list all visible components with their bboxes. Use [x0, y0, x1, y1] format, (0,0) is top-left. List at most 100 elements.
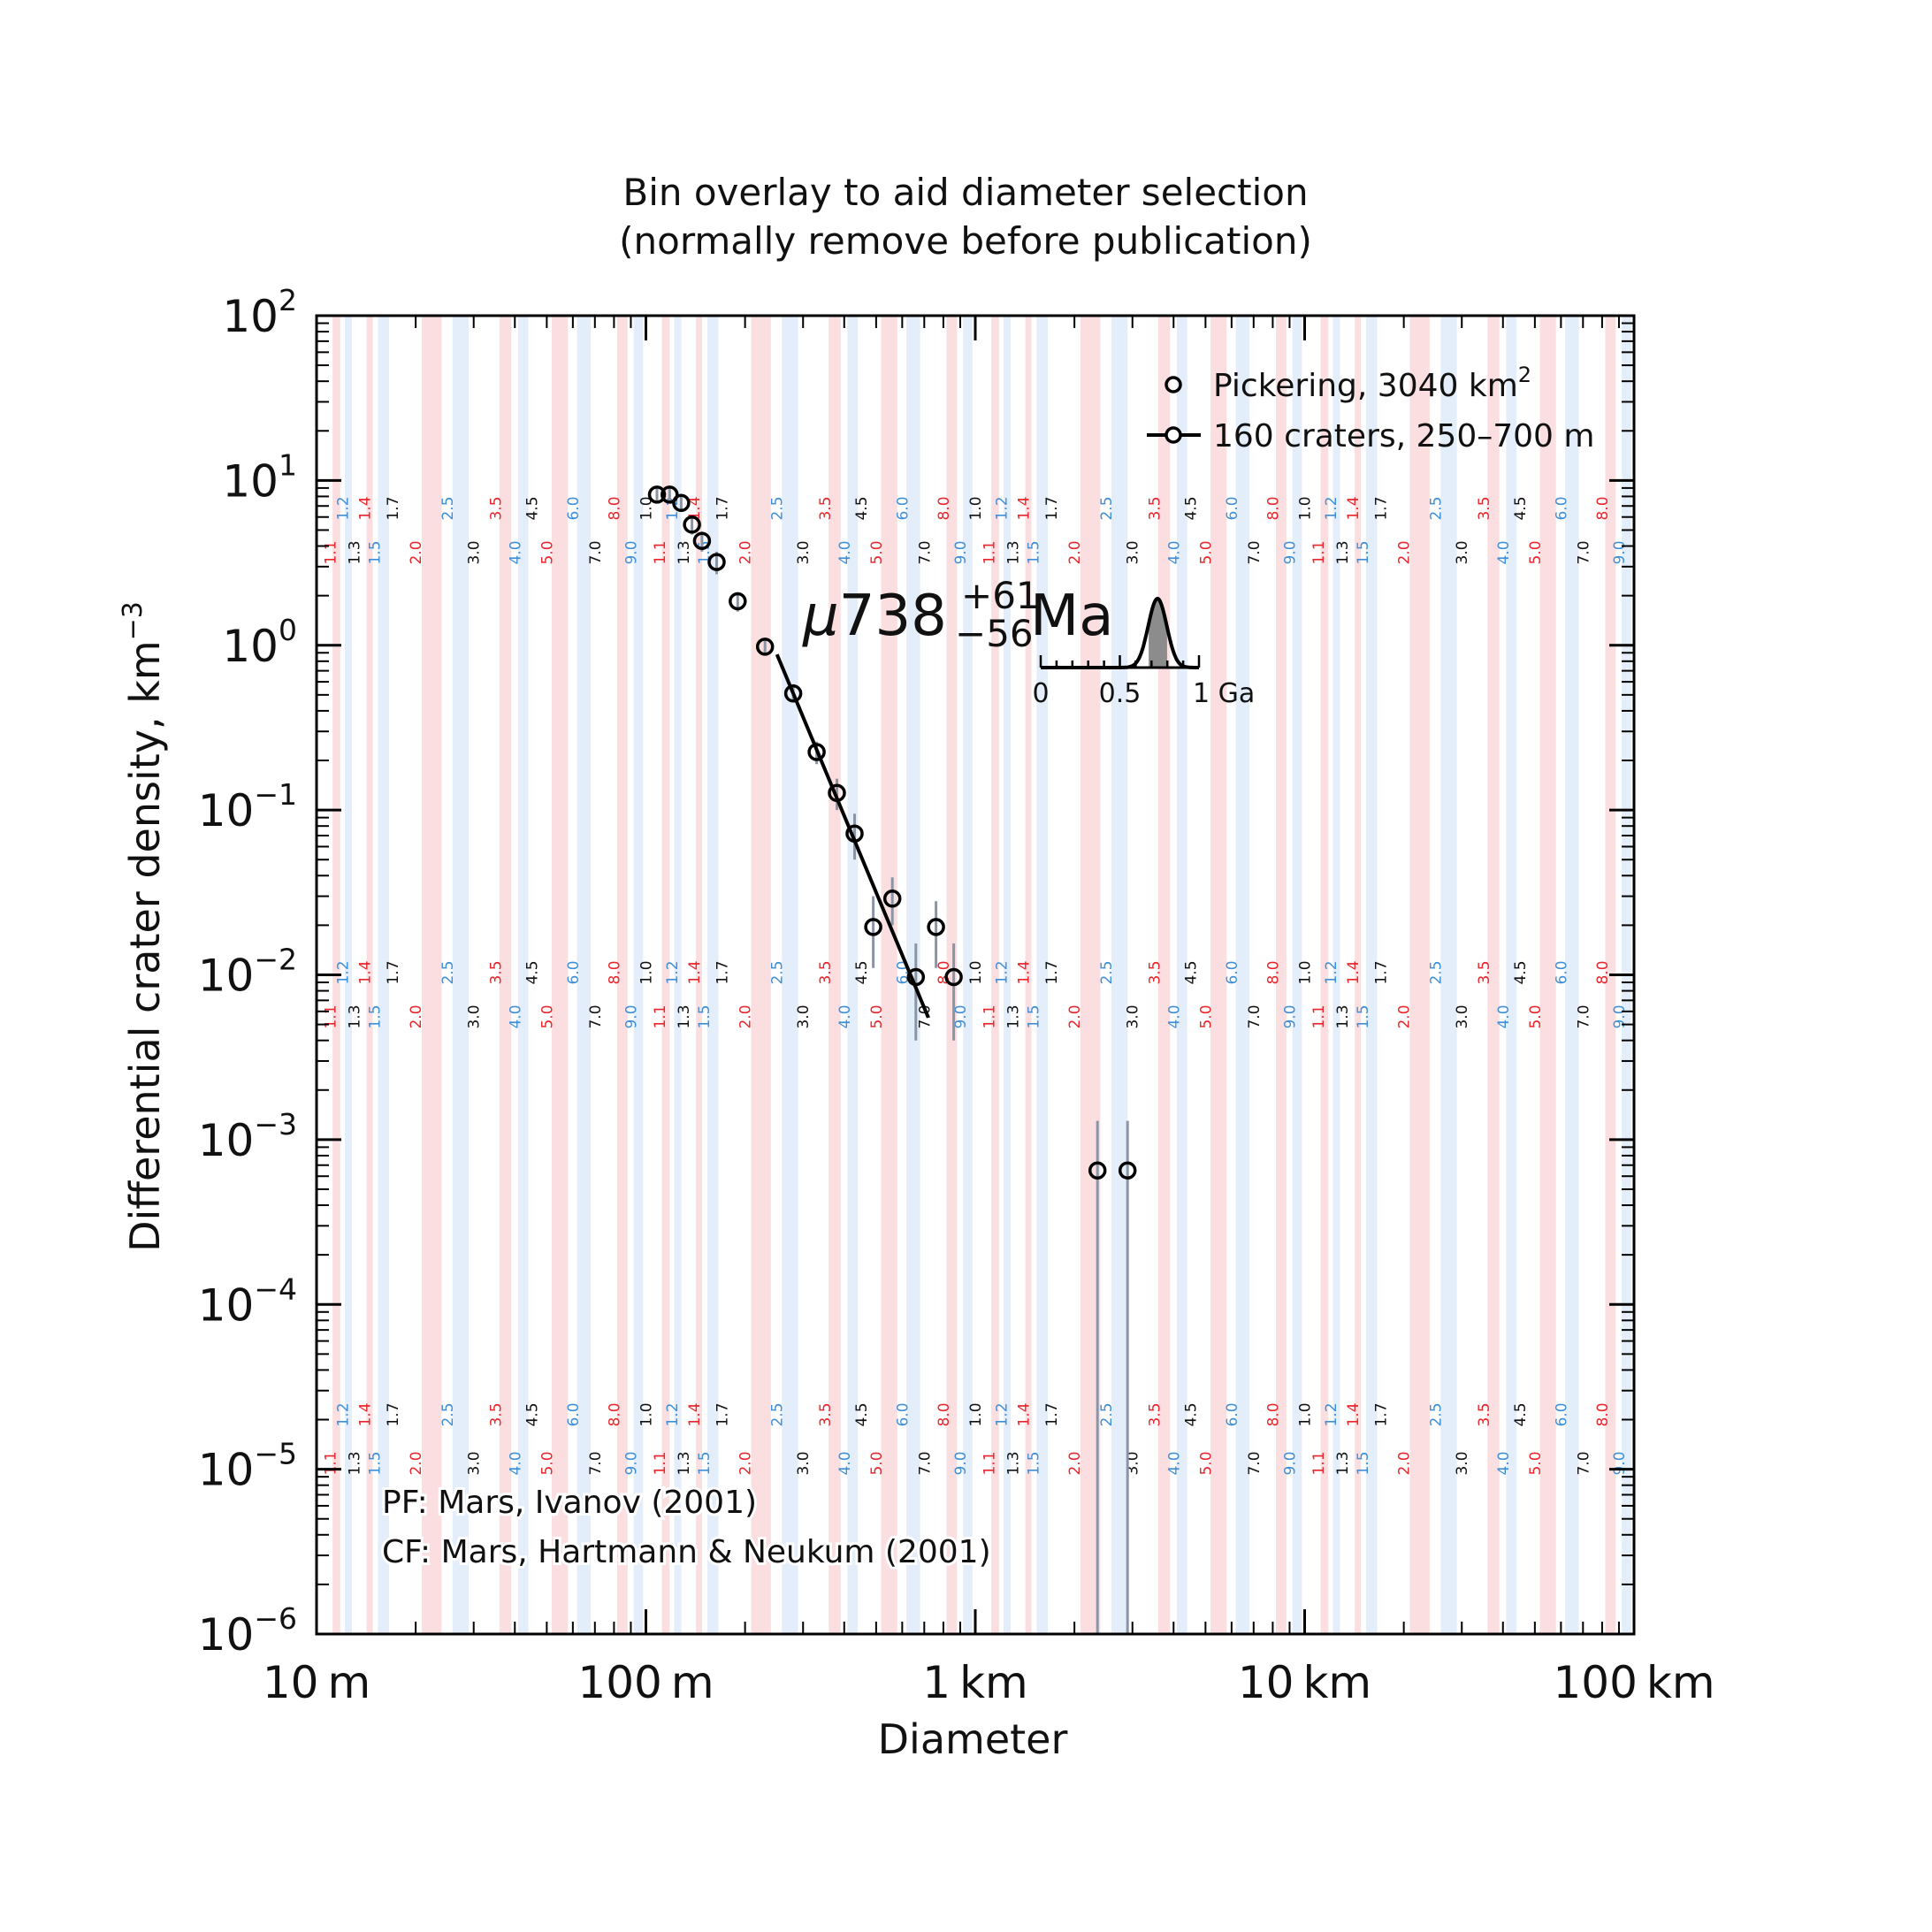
bin-label: 4.5 [853, 496, 871, 520]
x-tick-unit: km [1302, 1657, 1371, 1708]
chart-title-line-1: Bin overlay to aid diameter selection [622, 171, 1308, 214]
bin-label: 1.1 [322, 540, 340, 564]
bin-band [1440, 316, 1457, 1634]
bin-label: 5.0 [868, 1451, 886, 1475]
x-tick-unit: m [327, 1657, 370, 1708]
bin-label: 1.2 [335, 1402, 353, 1426]
bin-label: 1.2 [335, 960, 353, 984]
bin-label: 1.3 [676, 540, 693, 564]
bin-label: 3.0 [795, 540, 813, 564]
bin-label: 1.0 [638, 960, 656, 984]
bin-label: 2.5 [1098, 960, 1116, 984]
bin-band [1565, 316, 1579, 1634]
chronology-function-note: CF: Mars, Hartmann & Neukum (2001) [382, 1534, 991, 1570]
data-point [672, 493, 691, 513]
bin-label: 7.0 [1575, 1451, 1592, 1475]
bin-label: 4.5 [1512, 496, 1530, 520]
bin-label: 2.0 [1396, 1004, 1414, 1028]
x-tick-label: 10 km [1238, 1657, 1371, 1708]
y-tick-label: 100 [222, 613, 297, 672]
bin-label: 5.0 [1527, 1451, 1545, 1475]
bin-label: 1.4 [1345, 496, 1363, 520]
bin-band [1276, 316, 1287, 1634]
bin-label: 1.3 [346, 1451, 363, 1475]
bin-band [452, 316, 470, 1634]
x-tick-unit: m [671, 1657, 714, 1708]
chart-title: Bin overlay to aid diameter selection (n… [619, 171, 1312, 263]
y-tick-exponent: 1 [279, 447, 297, 482]
bin-band [1355, 316, 1361, 1634]
data-point [1118, 1161, 1137, 1180]
bin-label: 1.4 [356, 960, 374, 984]
x-tick-label: 100 km [1553, 1657, 1714, 1708]
data-points [647, 485, 1137, 1180]
bin-label: 9.0 [1282, 540, 1300, 564]
bin-label: 5.0 [1527, 540, 1545, 564]
data-point [944, 967, 963, 987]
bin-label: 6.0 [565, 960, 583, 984]
bin-label: 7.0 [587, 1451, 605, 1475]
data-point [828, 783, 846, 803]
bin-band [1176, 316, 1187, 1634]
legend-points-sup: 2 [1518, 363, 1531, 387]
bin-label: 1.2 [994, 496, 1012, 520]
y-tick-label: 10−3 [198, 1107, 297, 1166]
age-distribution-inset: 0 0.5 1 Ga [1032, 596, 1255, 709]
bin-label: 3.0 [795, 1451, 813, 1475]
bin-label: 3.0 [1454, 1451, 1471, 1475]
bin-label: 9.0 [1282, 1451, 1300, 1475]
data-point [864, 918, 882, 936]
bin-label: 2.0 [408, 1451, 425, 1475]
bin-band [499, 316, 512, 1634]
bin-label: 6.0 [1224, 1402, 1241, 1426]
bin-label: 1.3 [1334, 540, 1352, 564]
bin-label: 7.0 [1575, 1004, 1592, 1028]
bin-label: 4.0 [1165, 1004, 1183, 1028]
y-tick-base: 10 [222, 291, 279, 342]
bin-label: 1.5 [367, 1451, 385, 1475]
inset-ticks [1039, 655, 1201, 668]
data-point [661, 485, 679, 504]
bin-label: 1.0 [1297, 496, 1315, 520]
bin-band [617, 316, 628, 1634]
y-axis-label: Differential crater density, km−3 [118, 601, 169, 1252]
bin-label: 2.0 [1066, 1451, 1084, 1475]
bin-label: 2.5 [1428, 1402, 1446, 1426]
bin-band [378, 316, 389, 1634]
bin-label: 5.0 [538, 1004, 556, 1028]
bin-label: 9.0 [623, 1004, 641, 1028]
bin-label: 5.0 [1197, 1451, 1215, 1475]
bin-label: 2.0 [1396, 540, 1414, 564]
bin-label: 5.0 [868, 540, 886, 564]
bin-label: 2.5 [769, 1402, 787, 1426]
bin-overlay-bands [332, 316, 1631, 1634]
production-function-note: PF: Mars, Ivanov (2001) [382, 1485, 757, 1521]
x-tick-number: 100 [1553, 1657, 1646, 1708]
bin-band [696, 316, 702, 1634]
bin-label: 2.0 [737, 1451, 755, 1475]
y-tick-exponent: 0 [279, 613, 297, 647]
bin-label: 3.0 [466, 1004, 484, 1028]
bin-label: 1.0 [967, 496, 985, 520]
y-tick-base: 10 [222, 455, 279, 507]
bin-band [829, 316, 841, 1634]
bin-label: 2.0 [1396, 1451, 1414, 1475]
bin-label: 4.0 [507, 540, 524, 564]
bin-label: 2.5 [769, 960, 787, 984]
bin-label: 1.0 [638, 1402, 656, 1426]
legend-fit-label: 160 craters, 250–700 m [1213, 418, 1594, 454]
data-point [692, 531, 712, 550]
bin-band [577, 316, 592, 1634]
bin-label: 1.7 [385, 960, 402, 984]
bin-band [706, 316, 719, 1634]
bin-band [1235, 316, 1250, 1634]
bin-label: 4.0 [1165, 540, 1183, 564]
bin-label: 5.0 [1197, 1004, 1215, 1028]
bin-label: 8.0 [1264, 960, 1282, 984]
bin-label: 3.5 [1476, 1402, 1493, 1426]
bin-band [517, 316, 529, 1634]
bin-label: 4.0 [1495, 1004, 1513, 1028]
bin-label: 3.0 [1454, 1004, 1471, 1028]
